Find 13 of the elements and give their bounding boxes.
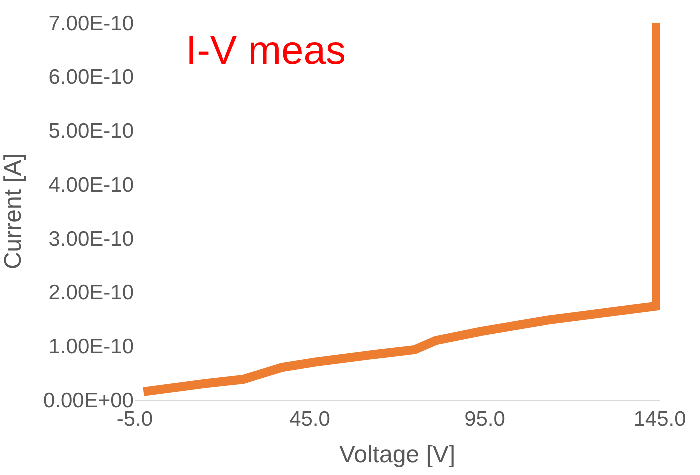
y-tick-label: 6.00E-10 — [48, 66, 134, 90]
y-tick-label: 3.00E-10 — [48, 228, 134, 251]
x-tick-label: 45.0 — [290, 408, 330, 432]
annotation: I-V meas — [186, 29, 346, 73]
y-tick-label: 2.00E-10 — [48, 282, 134, 305]
y-tick-label: 5.00E-10 — [48, 120, 134, 144]
y-tick-label: 1.00E-10 — [48, 335, 134, 358]
y-axis-title: Current [A] — [0, 153, 27, 270]
x-tick-label: 95.0 — [464, 408, 506, 432]
x-tick-label: 145.0 — [634, 408, 686, 432]
y-tick-label: 7.00E-10 — [48, 12, 134, 36]
x-axis-title: Voltage [V] — [339, 442, 456, 468]
y-tick-label: 4.00E-10 — [48, 174, 134, 197]
